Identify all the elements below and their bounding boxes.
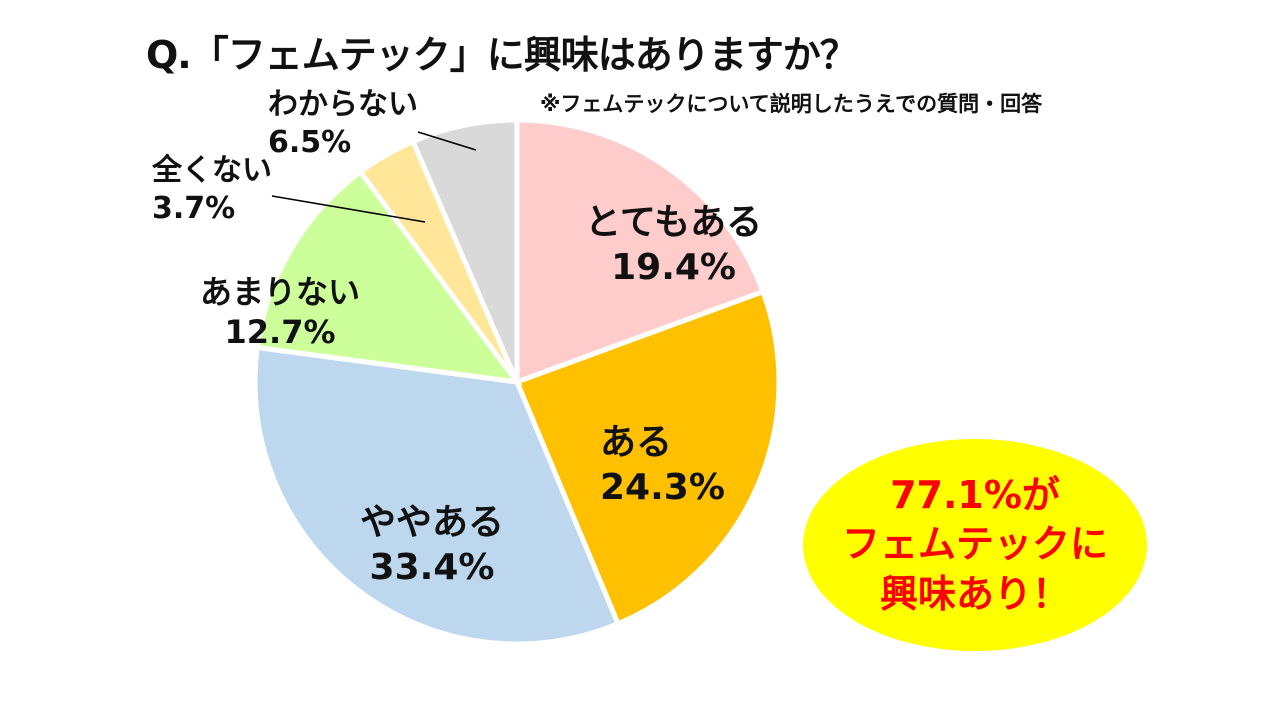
pie-slice-0 xyxy=(514,117,767,386)
callout-line: 77.1%が xyxy=(890,472,1060,517)
chart-title: Q.「フェムテック」に興味はありますか？ xyxy=(146,33,858,77)
pie-slice-1 xyxy=(513,288,782,628)
leader-line-wakaranai xyxy=(417,131,477,151)
slice-label-3: あまりない 12.7% xyxy=(200,273,361,351)
callout-line: 興味あり！ xyxy=(879,571,1070,616)
callout-ellipse xyxy=(803,439,1147,651)
callout: 77.1%が フェムテックに 興味あり！ xyxy=(805,440,1145,650)
leader-line-mattakunai xyxy=(271,195,426,223)
slice-label-0: とてもある 19.4% xyxy=(585,202,763,288)
pie-slice-3 xyxy=(254,168,523,386)
chart-note: ※フェムテックについて説明したうえでの質問・回答 xyxy=(540,92,1043,116)
slice-label-4: 全くない 3.7% xyxy=(152,153,272,226)
pie-slice-5 xyxy=(409,117,520,383)
slice-label-1: ある 24.3% xyxy=(600,422,725,508)
slice-label-5: わからない 6.5% xyxy=(268,87,418,160)
slice-label-2: ややある 33.4% xyxy=(360,502,505,588)
callout-line: フェムテックに xyxy=(841,522,1108,567)
pie-slice-2 xyxy=(252,344,622,647)
